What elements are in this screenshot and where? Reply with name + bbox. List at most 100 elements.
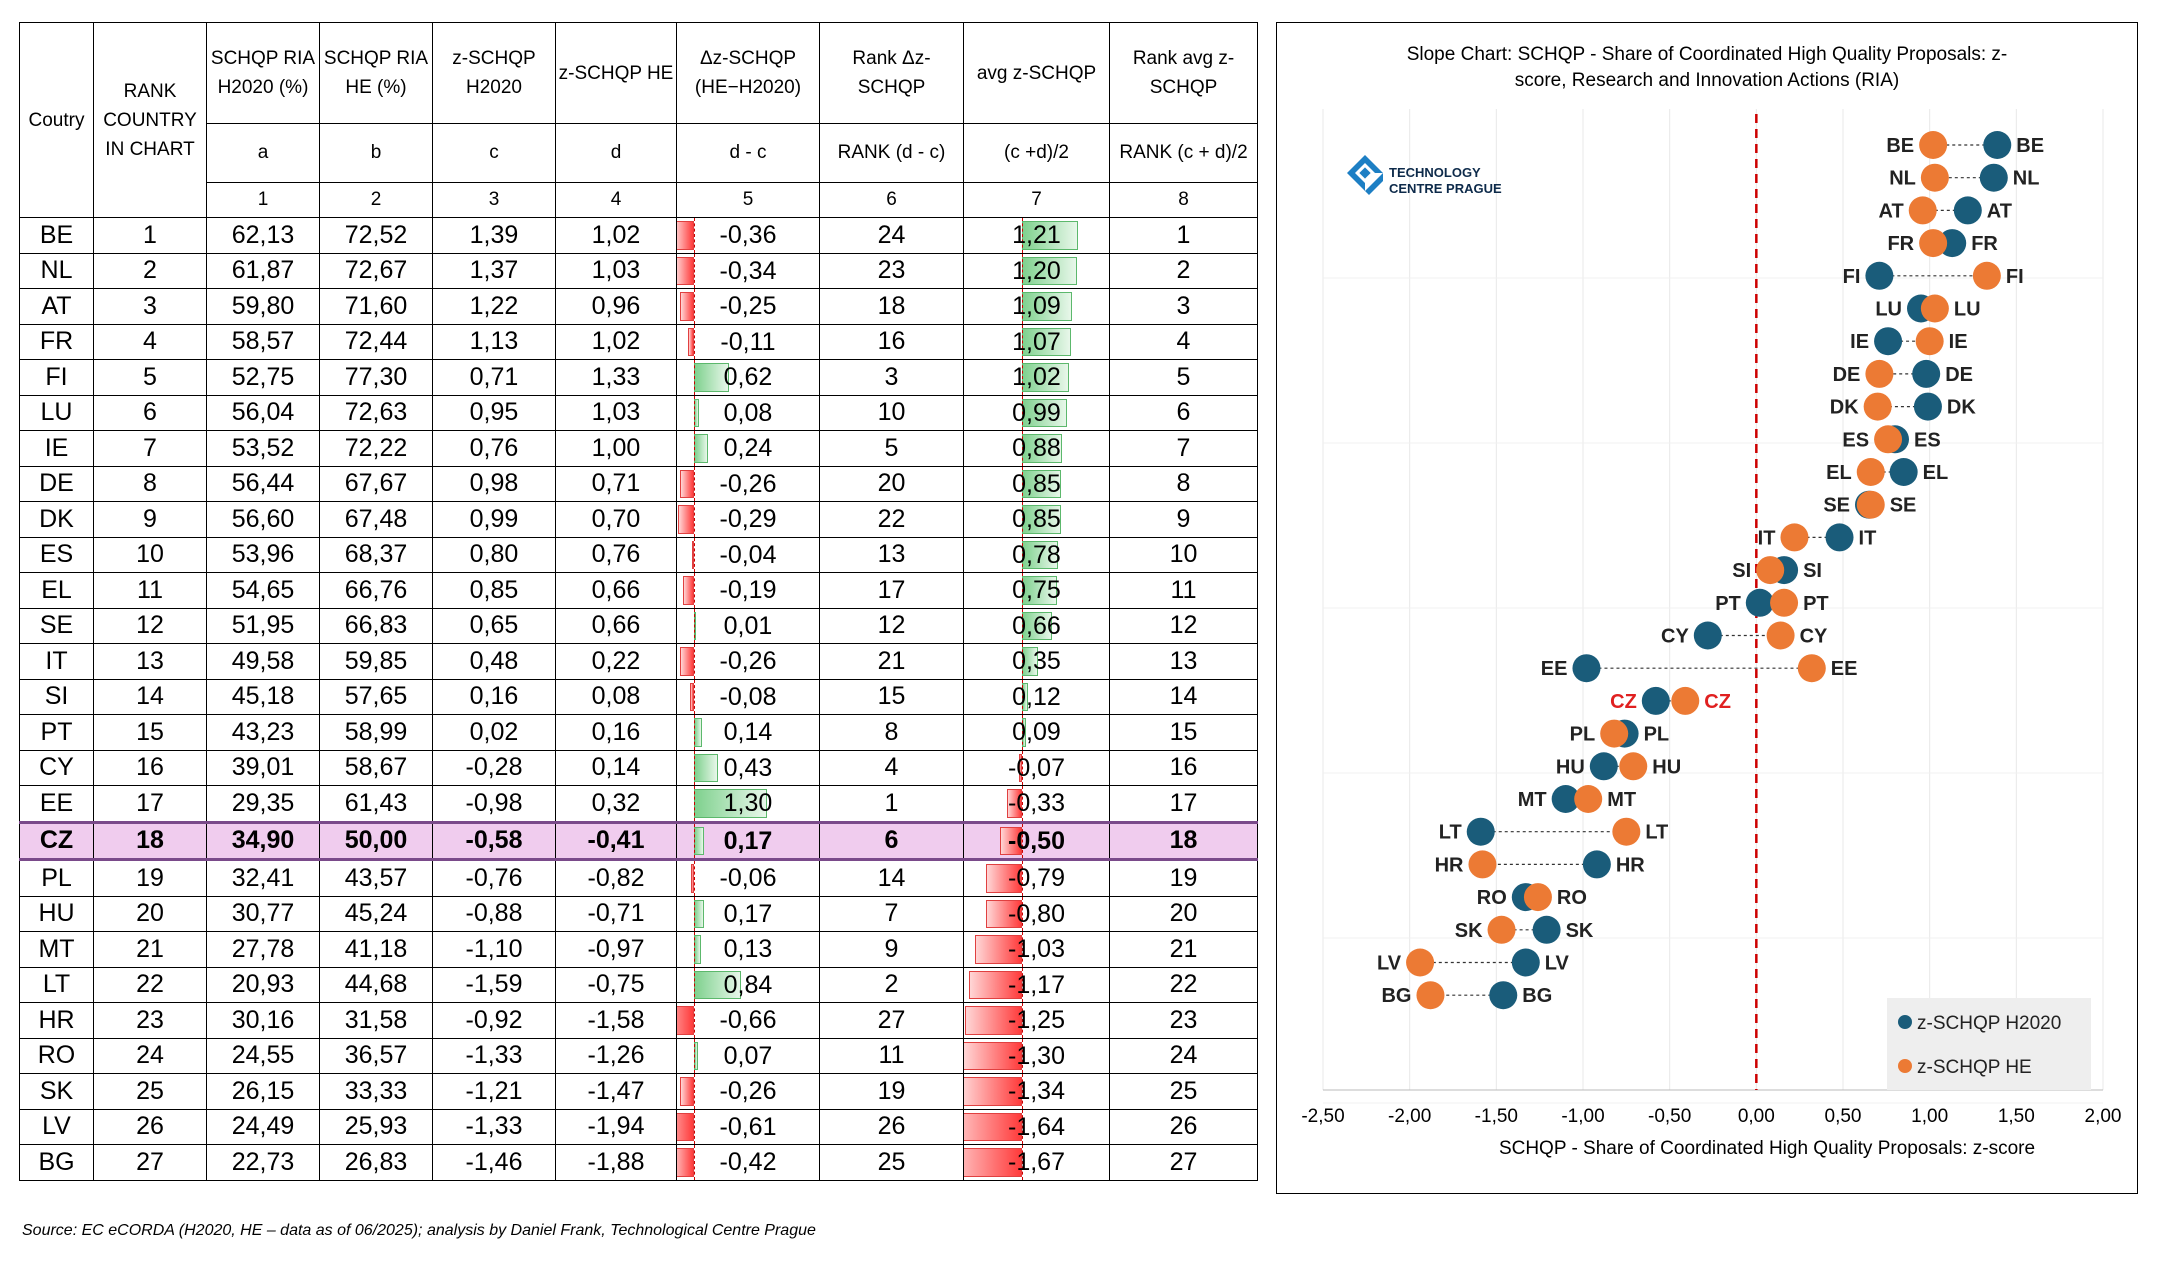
cell-d: 0,70 xyxy=(555,501,677,538)
point-label: HR xyxy=(1435,854,1464,876)
cell-c: 0,71 xyxy=(432,359,556,396)
cell-value: -1,67 xyxy=(1008,1148,1065,1176)
cell-rank-avg: 14 xyxy=(1109,678,1258,715)
cell-avg: -0,07 xyxy=(963,749,1110,786)
cell-dz: -0,26 xyxy=(676,1073,820,1110)
table-row: DE 8 56,44 67,67 0,98 0,71 -0,26 20 0,85 8 xyxy=(19,465,1258,502)
cell-dz: -0,29 xyxy=(676,501,820,538)
bar-axis xyxy=(1022,502,1024,537)
data-bar xyxy=(969,970,1023,999)
table-row: IE 7 53,52 72,22 0,76 1,00 0,24 5 0,88 7 xyxy=(19,430,1258,467)
cell-value: 0,62 xyxy=(723,363,773,391)
legend-label: z-SCHQP H2020 xyxy=(1917,1013,2061,1034)
colnum-5: 5 xyxy=(676,182,820,218)
cell-country: FR xyxy=(19,323,94,360)
h2020-point xyxy=(1865,261,1894,290)
cell-rank-avg: 15 xyxy=(1109,714,1258,751)
cell-rank-dz: 7 xyxy=(819,895,964,932)
cell-rank-avg: 13 xyxy=(1109,643,1258,680)
cell-rank-dz: 12 xyxy=(819,607,964,644)
he-point xyxy=(1619,752,1648,781)
table-row: IT 13 49,58 59,85 0,48 0,22 -0,26 21 0,35 13 xyxy=(19,643,1258,680)
cell-b: 58,99 xyxy=(319,714,433,751)
cell-a: 53,96 xyxy=(206,536,320,573)
cell-a: 45,18 xyxy=(206,678,320,715)
x-tick-label: 1,50 xyxy=(1998,1106,2035,1127)
cell-a: 43,23 xyxy=(206,714,320,751)
he-point xyxy=(1908,196,1937,225)
data-bar xyxy=(677,505,695,534)
cell-value: -0,26 xyxy=(719,1077,777,1105)
cell-country: MT xyxy=(19,931,94,968)
cell-country: LU xyxy=(19,394,94,431)
table-row: AT 3 59,80 71,60 1,22 0,96 -0,25 18 1,09 3 xyxy=(19,288,1258,325)
table-row: FR 4 58,57 72,44 1,13 1,02 -0,11 16 1,07 4 xyxy=(19,323,1258,360)
cell-value: 1,30 xyxy=(723,789,773,817)
cell-rank: 26 xyxy=(93,1108,207,1145)
cell-avg: -1,67 xyxy=(963,1144,1110,1181)
cell-d: 0,22 xyxy=(555,643,677,680)
bar-axis xyxy=(694,1074,696,1109)
data-bar xyxy=(964,1112,1023,1141)
cell-avg: 1,21 xyxy=(963,217,1110,254)
point-label: PL xyxy=(1644,724,1670,746)
cell-value: -0,42 xyxy=(719,1148,777,1176)
cell-b: 41,18 xyxy=(319,931,433,968)
cell-avg: -1,34 xyxy=(963,1073,1110,1110)
table-row: CY 16 39,01 58,67 -0,28 0,14 0,43 4 -0,07 16 xyxy=(19,749,1258,786)
cell-dz: -0,36 xyxy=(676,217,820,254)
cell-country: PT xyxy=(19,714,94,751)
h2020-point xyxy=(1979,163,2008,192)
cell-rank: 11 xyxy=(93,572,207,609)
bar-axis xyxy=(1022,289,1024,324)
cell-rank-avg: 18 xyxy=(1109,820,1258,861)
bar-axis xyxy=(694,644,696,679)
table-row: MT 21 27,78 41,18 -1,10 -0,97 0,13 9 -1,03 21 xyxy=(19,931,1258,968)
data-bar xyxy=(679,1077,695,1106)
cell-b: 50,00 xyxy=(319,820,433,861)
cell-a: 56,44 xyxy=(206,465,320,502)
data-bar xyxy=(694,789,768,818)
cell-c: 0,16 xyxy=(432,678,556,715)
table-row: SE 12 51,95 66,83 0,65 0,66 0,01 12 0,66 12 xyxy=(19,607,1258,644)
cell-rank: 14 xyxy=(93,678,207,715)
point-label: MT xyxy=(1518,789,1547,811)
cell-c: -0,58 xyxy=(432,820,556,861)
x-axis-label: SCHQP - Share of Coordinated High Qualit… xyxy=(1499,1138,2035,1159)
cell-country: ES xyxy=(19,536,94,573)
bar-axis xyxy=(694,289,696,324)
data-bar xyxy=(1022,256,1078,285)
point-label: BG xyxy=(1381,985,1411,1007)
cell-rank-dz: 20 xyxy=(819,465,964,502)
cell-avg: 0,66 xyxy=(963,607,1110,644)
cell-avg: -0,50 xyxy=(963,820,1110,861)
cell-country: DK xyxy=(19,501,94,538)
he-point xyxy=(1780,523,1809,552)
bar-axis xyxy=(694,537,696,572)
logo-text: TECHNOLOGY xyxy=(1389,165,1481,180)
cell-d: 1,33 xyxy=(555,359,677,396)
cell-country: AT xyxy=(19,288,94,325)
cell-value: 0,84 xyxy=(723,970,773,999)
cell-d: 1,03 xyxy=(555,252,677,289)
cell-b: 58,67 xyxy=(319,749,433,786)
cell-b: 72,63 xyxy=(319,394,433,431)
cell-value: 0,66 xyxy=(1012,611,1061,640)
data-bar xyxy=(677,1112,695,1141)
data-bar xyxy=(1019,753,1023,782)
data-bar xyxy=(694,718,703,747)
he-point xyxy=(1874,425,1903,454)
cell-rank-dz: 11 xyxy=(819,1037,964,1074)
cell-rank: 16 xyxy=(93,749,207,786)
cell-country: LV xyxy=(19,1108,94,1145)
cell-rank: 4 xyxy=(93,323,207,360)
table-row: FI 5 52,75 77,30 0,71 1,33 0,62 3 1,02 5 xyxy=(19,359,1258,396)
point-label: EL xyxy=(1826,462,1852,484)
h2020-point xyxy=(1825,523,1854,552)
cell-c: 0,95 xyxy=(432,394,556,431)
bar-axis xyxy=(694,679,696,714)
cell-rank-avg: 1 xyxy=(1109,217,1258,254)
cell-b: 33,33 xyxy=(319,1073,433,1110)
cell-rank-dz: 24 xyxy=(819,217,964,254)
bar-axis xyxy=(1022,253,1024,288)
